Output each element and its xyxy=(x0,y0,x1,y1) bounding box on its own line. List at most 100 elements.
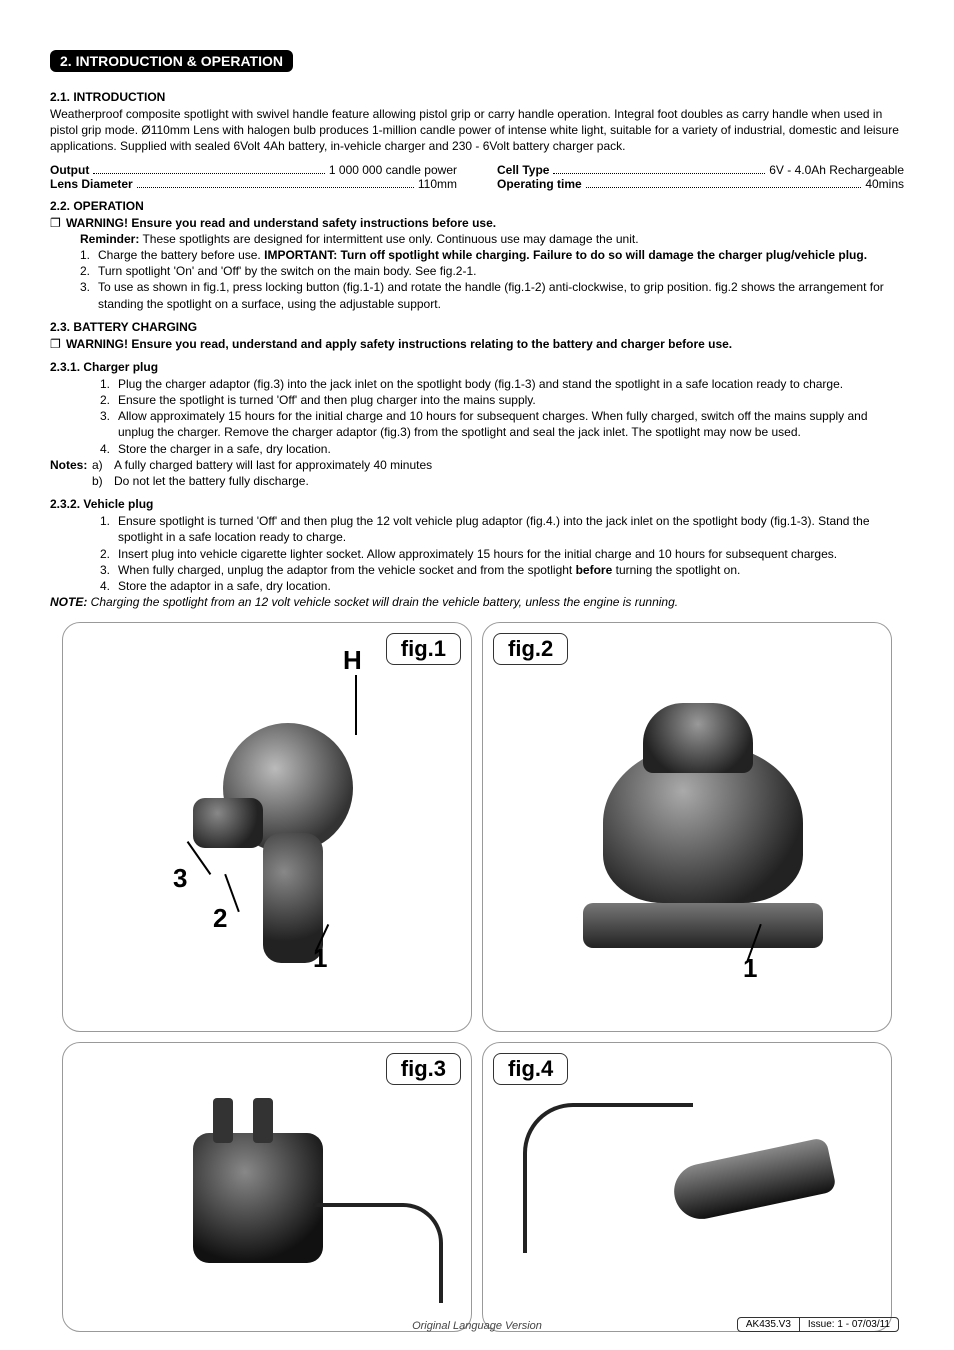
spec-optime-value: 40mins xyxy=(865,177,904,191)
step-num: 4. xyxy=(100,441,118,457)
step-num: 3. xyxy=(100,562,118,578)
step-num: 1. xyxy=(80,247,98,263)
charger-step-4-text: Store the charger in a safe, dry locatio… xyxy=(118,441,331,457)
plug-pin xyxy=(253,1098,273,1143)
note-a-text: A fully charged battery will last for ap… xyxy=(114,457,432,473)
spec-cell-value: 6V - 4.0Ah Rechargeable xyxy=(769,163,904,177)
note-b-text: Do not let the battery fully discharge. xyxy=(114,473,309,489)
op-step-1: 1. Charge the battery before use. IMPORT… xyxy=(50,247,904,263)
figure-2: fig.2 1 xyxy=(482,622,892,1032)
op-step-3: 3. To use as shown in fig.1, press locki… xyxy=(50,279,904,311)
step-num: 3. xyxy=(100,408,118,424)
spec-cell-label: Cell Type xyxy=(497,163,549,177)
step-num: 3. xyxy=(80,279,98,295)
footer-box: AK435.V3 Issue: 1 - 07/03/11 xyxy=(737,1317,899,1332)
vehicle-step-1: 1. Ensure spotlight is turned 'Off' and … xyxy=(50,513,904,545)
step-num: 2. xyxy=(80,263,98,279)
vehicle-step-4-text: Store the adaptor in a safe, dry locatio… xyxy=(118,578,331,594)
heading-2-3-2: 2.3.2. Vehicle plug xyxy=(50,497,904,511)
charger-cable xyxy=(313,1203,443,1303)
callout-H: H xyxy=(343,645,362,676)
vehicle-step-3c: turning the spotlight on. xyxy=(612,563,740,577)
heading-2-3: 2.3. BATTERY CHARGING xyxy=(50,320,904,334)
note-drain-label: NOTE: xyxy=(50,595,87,609)
notes-line-b: b) Do not let the battery fully discharg… xyxy=(50,473,904,489)
charger-step-1: 1. Plug the charger adaptor (fig.3) into… xyxy=(50,376,904,392)
charger-step-3: 3. Allow approximately 15 hours for the … xyxy=(50,408,904,440)
charging-warning: ❐ WARNING! Ensure you read, understand a… xyxy=(50,336,904,352)
vehicle-step-2-text: Insert plug into vehicle cigarette light… xyxy=(118,546,837,562)
step-num: 1. xyxy=(100,513,118,529)
charger-step-2-text: Ensure the spotlight is turned 'Off' and… xyxy=(118,392,536,408)
figure-3: fig.3 xyxy=(62,1042,472,1332)
operation-warning-text: WARNING! Ensure you read and understand … xyxy=(66,215,496,231)
figure-2-label: fig.2 xyxy=(493,633,568,665)
plug-pin xyxy=(213,1098,233,1143)
spotlight-stand xyxy=(583,903,823,948)
leader-dots xyxy=(137,177,414,188)
footer-code: AK435.V3 xyxy=(738,1318,800,1331)
specs-block: Output 1 000 000 candle power Lens Diame… xyxy=(50,163,904,191)
note-drain: NOTE: Charging the spotlight from an 12 … xyxy=(50,594,904,610)
op-step-1a: Charge the battery before use. xyxy=(98,248,264,262)
figure-3-label: fig.3 xyxy=(386,1053,461,1085)
spec-optime: Operating time 40mins xyxy=(497,177,904,191)
spec-optime-label: Operating time xyxy=(497,177,582,191)
spec-lens-value: 110mm xyxy=(418,177,457,191)
step-num: 2. xyxy=(100,546,118,562)
charging-warning-text: WARNING! Ensure you read, understand and… xyxy=(66,336,732,352)
spec-output-label: Output xyxy=(50,163,89,177)
leader-dots xyxy=(586,177,862,188)
figures-container: fig.1 H 1 2 3 fig.2 1 fig.3 fig.4 xyxy=(50,622,904,1332)
figure-1-label: fig.1 xyxy=(386,633,461,665)
note-drain-text: Charging the spotlight from an 12 volt v… xyxy=(87,595,678,609)
intro-paragraph: Weatherproof composite spotlight with sw… xyxy=(50,106,904,155)
vehicle-step-4: 4. Store the adaptor in a safe, dry loca… xyxy=(50,578,904,594)
vehicle-step-3a: When fully charged, unplug the adaptor f… xyxy=(118,563,576,577)
footer-issue: Issue: 1 - 07/03/11 xyxy=(800,1318,898,1331)
charger-step-1-text: Plug the charger adaptor (fig.3) into th… xyxy=(118,376,843,392)
op-step-1b: IMPORTANT: Turn off spotlight while char… xyxy=(264,248,867,262)
spotlight-body xyxy=(193,798,263,848)
notes-label: Notes: xyxy=(50,457,92,473)
heading-2-1: 2.1. INTRODUCTION xyxy=(50,90,904,104)
leader-dots xyxy=(553,163,765,174)
step-num: 2. xyxy=(100,392,118,408)
vehicle-step-1-text: Ensure spotlight is turned 'Off' and the… xyxy=(118,513,904,545)
mains-charger xyxy=(193,1133,323,1263)
bullet-icon: ❐ xyxy=(50,215,66,231)
section-header: 2. INTRODUCTION & OPERATION xyxy=(50,50,293,72)
spec-output: Output 1 000 000 candle power xyxy=(50,163,457,177)
spec-lens-label: Lens Diameter xyxy=(50,177,133,191)
operation-warning: ❐ WARNING! Ensure you read and understan… xyxy=(50,215,904,231)
notes-line-a: Notes: a) A fully charged battery will l… xyxy=(50,457,904,473)
spec-cell: Cell Type 6V - 4.0Ah Rechargeable xyxy=(497,163,904,177)
bullet-icon: ❐ xyxy=(50,336,66,352)
note-letter: b) xyxy=(92,473,114,489)
heading-2-3-1: 2.3.1. Charger plug xyxy=(50,360,904,374)
figure-4: fig.4 xyxy=(482,1042,892,1332)
charger-step-2: 2. Ensure the spotlight is turned 'Off' … xyxy=(50,392,904,408)
spotlight-handle-top xyxy=(643,703,753,773)
reminder-text: These spotlights are designed for interm… xyxy=(139,232,638,246)
figure-1: fig.1 H 1 2 3 xyxy=(62,622,472,1032)
vehicle-plug xyxy=(669,1137,837,1224)
callout-3: 3 xyxy=(173,863,187,894)
leader-dots xyxy=(93,163,325,174)
vehicle-cable xyxy=(523,1103,693,1253)
callout-2: 2 xyxy=(213,903,227,934)
vehicle-step-3: 3. When fully charged, unplug the adapto… xyxy=(50,562,904,578)
spec-lens: Lens Diameter 110mm xyxy=(50,177,457,191)
reminder-label: Reminder: xyxy=(80,232,139,246)
step-num: 4. xyxy=(100,578,118,594)
charger-step-3-text: Allow approximately 15 hours for the ini… xyxy=(118,408,904,440)
leader-line xyxy=(355,675,357,735)
op-step-2: 2. Turn spotlight 'On' and 'Off' by the … xyxy=(50,263,904,279)
step-num: 1. xyxy=(100,376,118,392)
charger-step-4: 4. Store the charger in a safe, dry loca… xyxy=(50,441,904,457)
note-letter: a) xyxy=(92,457,114,473)
figure-4-label: fig.4 xyxy=(493,1053,568,1085)
vehicle-step-3b: before xyxy=(576,563,613,577)
spec-output-value: 1 000 000 candle power xyxy=(329,163,457,177)
vehicle-step-2: 2. Insert plug into vehicle cigarette li… xyxy=(50,546,904,562)
